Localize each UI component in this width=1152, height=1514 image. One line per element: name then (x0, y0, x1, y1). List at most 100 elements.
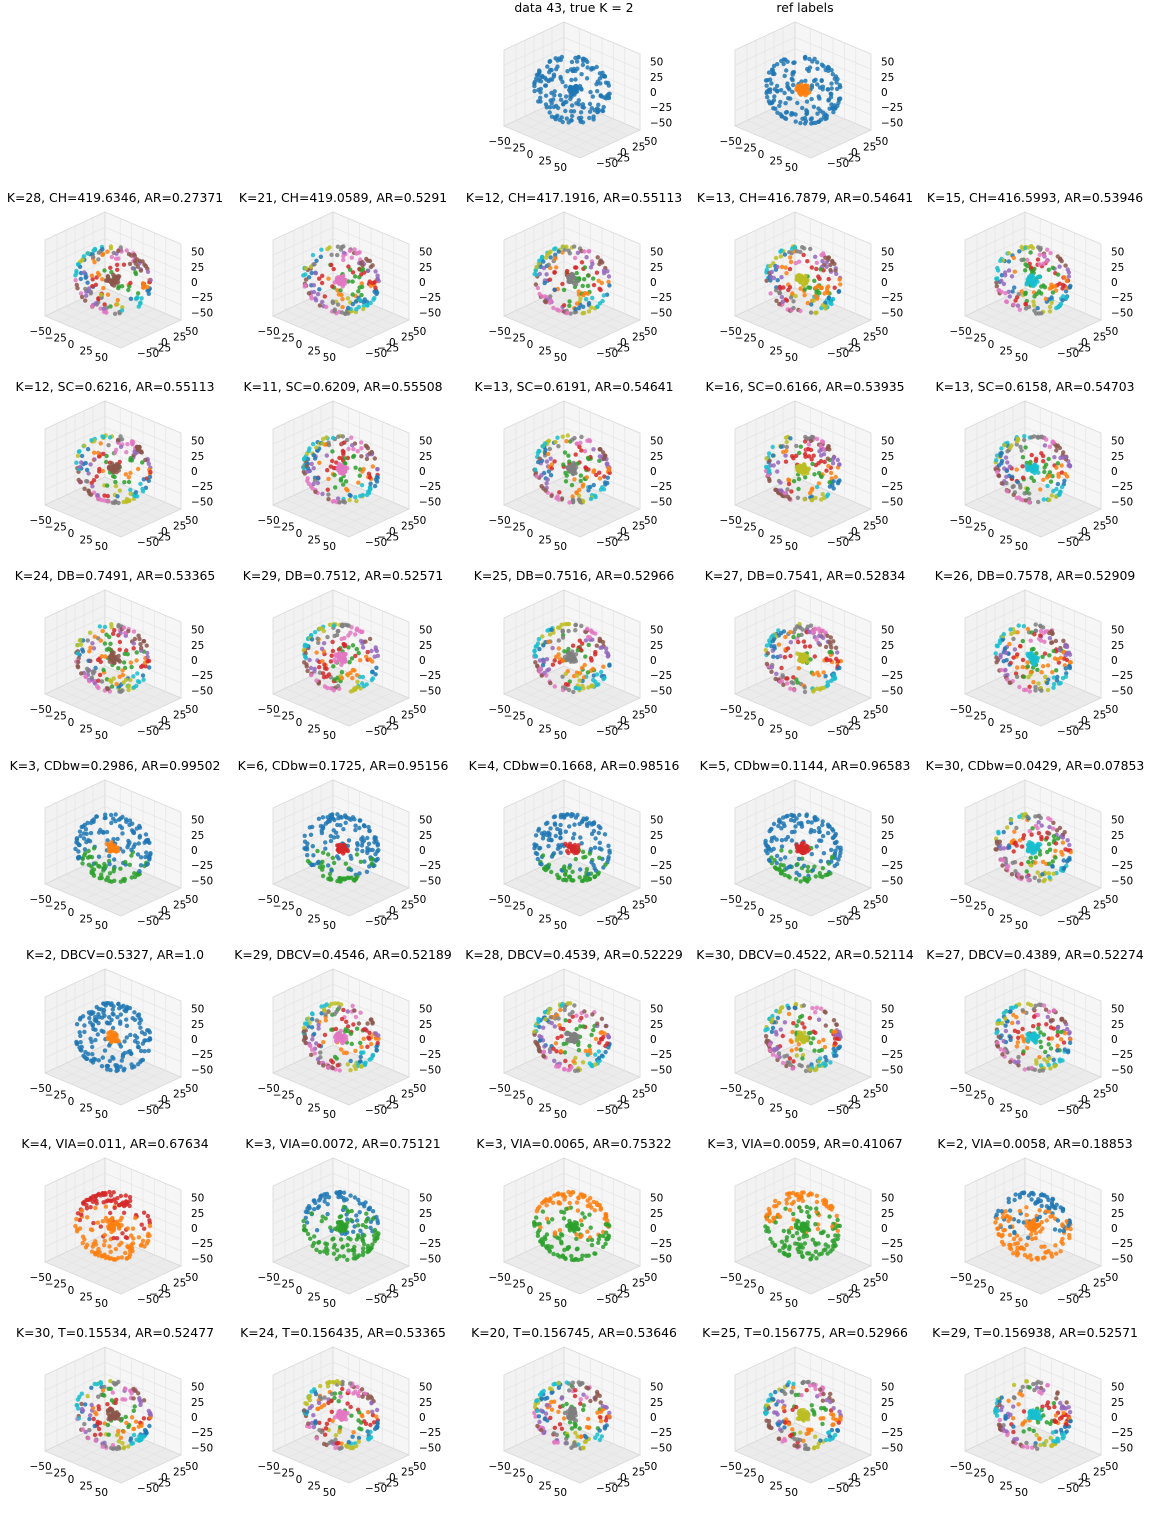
data-point (1062, 478, 1067, 483)
data-point (372, 836, 377, 842)
grid-line (44, 650, 182, 684)
data-point (85, 280, 90, 285)
data-point (1051, 440, 1056, 445)
data-point (820, 822, 825, 828)
data-point (795, 467, 800, 473)
data-point (111, 845, 116, 850)
data-point (778, 654, 783, 659)
z-tick-label: 0 (650, 845, 657, 857)
data-point (806, 442, 812, 447)
grid-line (284, 234, 362, 343)
data-point (88, 645, 93, 650)
data-point (544, 459, 550, 464)
data-point (108, 265, 113, 270)
data-point (798, 120, 803, 126)
data-point (124, 817, 129, 822)
data-point (359, 483, 365, 488)
data-point (783, 265, 788, 270)
data-point (302, 456, 307, 461)
data-point (582, 265, 588, 270)
x-tick-label: −50 (30, 894, 52, 906)
data-point (92, 457, 97, 462)
data-point (1033, 458, 1039, 464)
data-point (537, 291, 542, 297)
data-point (783, 453, 788, 458)
data-point (809, 83, 815, 88)
data-point (116, 248, 121, 253)
data-point (601, 104, 606, 110)
data-point (568, 465, 573, 471)
subplot-panel: K=3, CDbw=0.2986, AR=0.99502 50 25 0 −25 −50−… (0, 758, 230, 947)
data-point (335, 854, 340, 859)
data-point (771, 654, 776, 659)
data-point (595, 872, 601, 877)
data-point (602, 832, 608, 837)
grid-line (734, 238, 872, 271)
data-point (367, 657, 373, 662)
data-point (1039, 688, 1044, 693)
data-point (604, 292, 610, 297)
data-point (774, 860, 779, 866)
data-point (105, 687, 110, 692)
grid-line (773, 410, 851, 520)
data-point (1017, 249, 1022, 254)
grid-line (1025, 426, 1087, 531)
data-point (96, 830, 102, 835)
z-tick-label: 50 (419, 247, 432, 259)
data-point (581, 292, 586, 298)
y-tick-label: 50 (1105, 326, 1118, 338)
data-point (135, 852, 141, 857)
data-point (310, 252, 316, 258)
data-point (76, 262, 81, 267)
y-tick-label: 0 (161, 337, 168, 349)
data-point (549, 493, 554, 498)
data-point (326, 492, 331, 497)
data-point (598, 93, 603, 98)
data-point (998, 453, 1003, 458)
data-point (572, 470, 577, 475)
grid-line (333, 805, 395, 910)
data-point (806, 447, 811, 452)
data-point (1017, 482, 1023, 488)
data-point (567, 459, 572, 464)
data-point (358, 658, 363, 663)
data-point (542, 280, 547, 286)
data-point (765, 78, 770, 83)
data-point (790, 89, 795, 95)
data-point (1031, 478, 1037, 483)
data-point (146, 461, 151, 466)
axes3d (734, 211, 872, 349)
x-tick-label: −25 (45, 711, 67, 723)
data-point (321, 850, 326, 855)
data-point (781, 821, 786, 826)
data-point (821, 685, 826, 690)
data-point (817, 629, 822, 634)
z-tick-label: −50 (419, 685, 441, 697)
x-tick-label: 50 (1015, 352, 1028, 364)
data-point (764, 83, 769, 88)
data-point (102, 268, 107, 273)
data-point (347, 497, 352, 503)
data-point (314, 678, 319, 683)
data-point (766, 846, 771, 852)
z-tick-label: 0 (650, 87, 657, 99)
y-tick-label: 50 (413, 704, 426, 716)
data-point (342, 652, 348, 657)
data-point (336, 843, 341, 848)
data-point (121, 625, 127, 630)
data-point (827, 639, 832, 644)
data-point (81, 254, 87, 259)
data-point (826, 276, 831, 282)
data-point (102, 302, 107, 307)
data-point (575, 673, 580, 678)
data-point (536, 828, 541, 833)
y-tick-label: 25 (1093, 520, 1106, 532)
data-point (1035, 435, 1041, 440)
data-point (75, 663, 80, 669)
data-point (352, 247, 357, 252)
data-point (372, 280, 377, 285)
z-tick-label: 0 (191, 845, 198, 857)
data-point (1004, 480, 1009, 486)
data-point (1042, 469, 1047, 475)
